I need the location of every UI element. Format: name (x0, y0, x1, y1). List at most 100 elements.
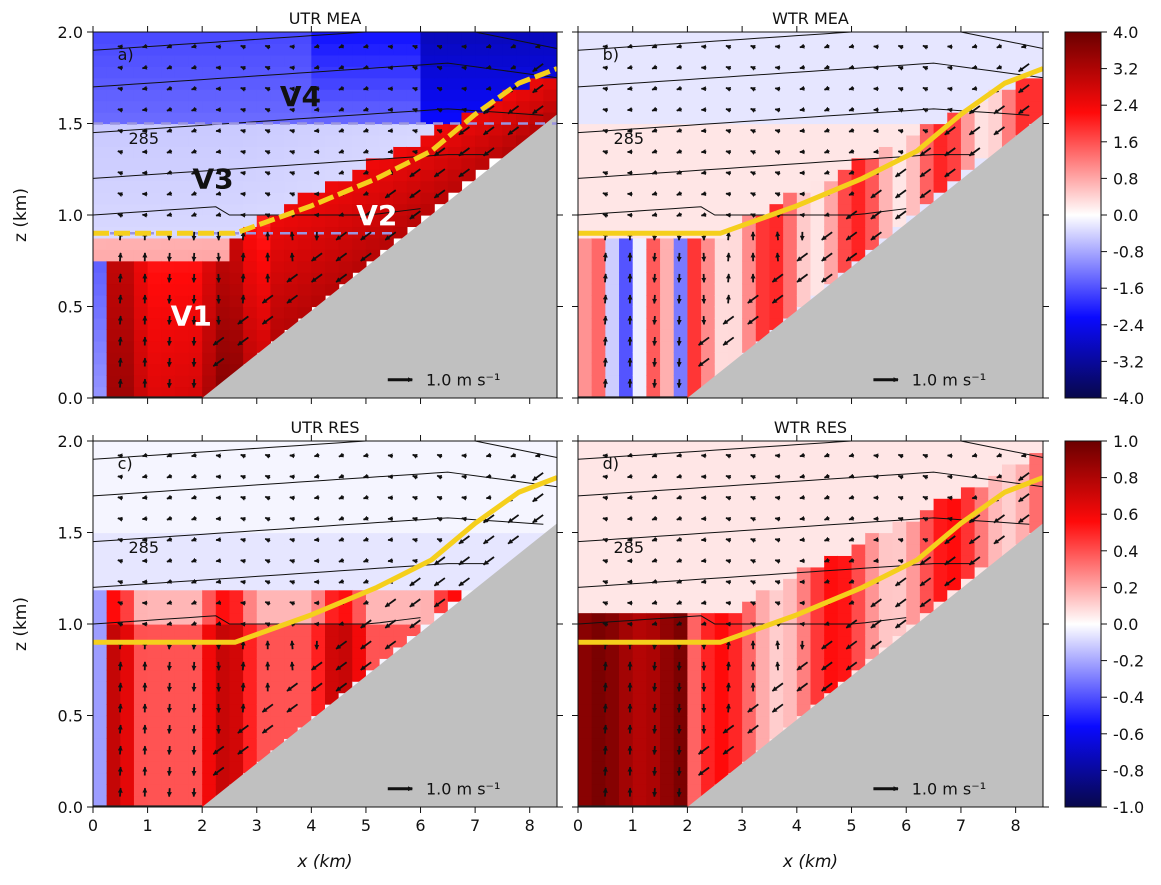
wind-vector (603, 539, 608, 540)
heatmap-cell (879, 441, 893, 453)
heatmap-cell (769, 135, 783, 147)
heatmap-cell (93, 55, 107, 67)
heatmap-cell (93, 670, 107, 682)
heatmap-cell (461, 89, 475, 101)
heatmap-cell (161, 375, 175, 387)
heatmap-cell (619, 112, 633, 124)
heatmap-cell (811, 555, 825, 567)
heatmap-cell (783, 704, 797, 716)
wind-vector (654, 253, 655, 261)
heatmap-cell (674, 284, 688, 296)
heatmap-cell (783, 555, 797, 567)
heatmap-cell (543, 89, 557, 101)
heatmap-cell (947, 544, 961, 556)
heatmap-cell (619, 441, 633, 453)
heatmap-cell (578, 215, 592, 227)
heatmap-cell (674, 521, 688, 533)
heatmap-cell (339, 169, 353, 181)
wind-vector (192, 455, 197, 456)
heatmap-cell (148, 773, 162, 785)
heatmap-cell (865, 590, 879, 602)
heatmap-cell (756, 284, 770, 296)
heatmap-cell (660, 738, 674, 750)
heatmap-cell (756, 101, 770, 113)
wind-vector (728, 253, 729, 261)
heatmap-cell (728, 135, 742, 147)
heatmap-cell (421, 181, 435, 193)
heatmap-cell (756, 635, 770, 647)
heatmap-cell (352, 498, 366, 510)
heatmap-cell (202, 727, 216, 739)
heatmap-cell (475, 135, 489, 147)
wind-vector (777, 641, 778, 649)
heatmap-cell (742, 658, 756, 670)
heatmap-cell (107, 647, 121, 659)
heatmap-cell (148, 761, 162, 773)
heatmap-cell (975, 555, 989, 567)
heatmap-cell (605, 181, 619, 193)
wind-vector (603, 109, 608, 110)
heatmap-cell (93, 32, 107, 44)
heatmap-cell (906, 590, 920, 602)
wind-vector (728, 683, 729, 691)
heatmap-cell (93, 761, 107, 773)
heatmap-cell (633, 784, 647, 796)
heatmap-cell (728, 670, 742, 682)
heatmap-cell (461, 578, 475, 590)
heatmap-cell (797, 452, 811, 464)
heatmap-cell (975, 66, 989, 78)
heatmap-cell (489, 464, 503, 476)
wind-vector (628, 109, 633, 110)
heatmap-cell (175, 284, 189, 296)
heatmap-cell (687, 693, 701, 705)
heatmap-cell (93, 192, 107, 204)
heatmap-cell (257, 533, 271, 545)
heatmap-cell (646, 590, 660, 602)
heatmap-cell (352, 452, 366, 464)
heatmap-cell (189, 364, 203, 376)
heatmap-cell (687, 738, 701, 750)
heatmap-cell (592, 284, 606, 296)
heatmap-cell (769, 464, 783, 476)
heatmap-cell (229, 318, 243, 330)
panel-title: UTR MEA (289, 9, 362, 28)
wind-vector (142, 476, 147, 477)
heatmap-cell (920, 55, 934, 67)
heatmap-cell (175, 215, 189, 227)
heatmap-cell (646, 55, 660, 67)
heatmap-cell (633, 272, 647, 284)
heatmap-cell (879, 124, 893, 136)
heatmap-cell (311, 498, 325, 510)
heatmap-cell (107, 658, 121, 670)
heatmap-cell (769, 261, 783, 273)
heatmap-cell (311, 578, 325, 590)
heatmap-cell (660, 704, 674, 716)
heatmap-cell (674, 544, 688, 556)
heatmap-cell (906, 169, 920, 181)
heatmap-cell (175, 601, 189, 613)
heatmap-cell (243, 272, 257, 284)
heatmap-cell (742, 43, 756, 55)
heatmap-cell (298, 658, 312, 670)
heatmap-cell (434, 567, 448, 579)
wind-vector (728, 274, 729, 282)
heatmap-cell (107, 307, 121, 319)
heatmap-cell (605, 375, 619, 387)
heatmap-cell (93, 78, 107, 90)
heatmap-cell (742, 544, 756, 556)
heatmap-cell (93, 533, 107, 545)
heatmap-cell (202, 784, 216, 796)
heatmap-cell (421, 487, 435, 499)
heatmap-cell (461, 441, 475, 453)
heatmap-cell (421, 135, 435, 147)
heatmap-cell (824, 498, 838, 510)
heatmap-cell (701, 124, 715, 136)
heatmap-cell (352, 55, 366, 67)
heatmap-cell (229, 693, 243, 705)
heatmap-cell (339, 249, 353, 261)
heatmap-cell (543, 510, 557, 522)
heatmap-cell (701, 169, 715, 181)
heatmap-cell (674, 464, 688, 476)
heatmap-cell (366, 135, 380, 147)
heatmap-cell (284, 249, 298, 261)
